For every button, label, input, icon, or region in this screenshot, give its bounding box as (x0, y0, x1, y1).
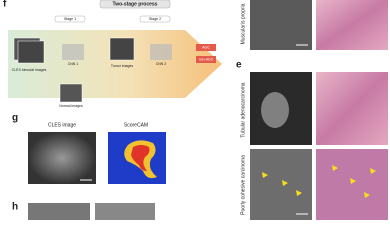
arrow (350, 178, 356, 184)
arrow (282, 180, 288, 186)
output-box (196, 44, 216, 51)
tumor-label: Tumor images (111, 64, 133, 68)
panel-label: g (12, 113, 18, 124)
row-label: Poorly cohesive carcinoma (240, 155, 246, 215)
image-stack (59, 83, 83, 103)
heatmap-blob (131, 145, 150, 171)
cnn-label: CNN 2 (156, 62, 167, 66)
process-title: Two-stage process (113, 1, 158, 7)
panel-label: f (3, 0, 7, 10)
image-stack (17, 40, 45, 64)
input-label: CLES bimodal images (12, 68, 47, 72)
arrow (296, 190, 302, 196)
stage-box (139, 15, 171, 23)
panel-label: h (12, 202, 18, 213)
histology-image (316, 149, 388, 220)
output-label: AGC (202, 45, 210, 49)
stage-label: Stage 2 (149, 17, 161, 21)
row-label: Tubular adenocarcinoma (240, 82, 246, 137)
figure: f Two-stage process Stage 1 Stage 2 CLES… (3, 0, 388, 220)
cles-image (250, 0, 312, 50)
image-title: ScoreCAM (124, 122, 148, 128)
output-box (196, 56, 216, 63)
arrows (262, 165, 376, 198)
histology-image (316, 72, 388, 145)
arrow (364, 192, 370, 198)
arrow (332, 165, 338, 171)
stage-box (54, 15, 86, 23)
cles-image (28, 132, 96, 184)
output-label: non-AGC (199, 57, 214, 61)
title-box (99, 0, 171, 9)
cnn-icon (150, 44, 172, 60)
cnn-label: CNN 1 (68, 62, 79, 66)
normal-label: Normal images (59, 104, 83, 108)
histology-image (316, 0, 388, 50)
image (28, 203, 90, 220)
cles-image (250, 149, 312, 220)
row-label: Muscularis propria (240, 3, 246, 44)
image (95, 203, 155, 220)
arrow (370, 168, 376, 174)
stage-label: Stage 1 (64, 17, 76, 21)
panel-label: e (236, 60, 242, 71)
cnn-icon (62, 44, 84, 60)
arrow (262, 172, 268, 178)
image-stack (109, 37, 135, 61)
texture (261, 92, 289, 128)
image-title: CLES image (48, 122, 76, 128)
